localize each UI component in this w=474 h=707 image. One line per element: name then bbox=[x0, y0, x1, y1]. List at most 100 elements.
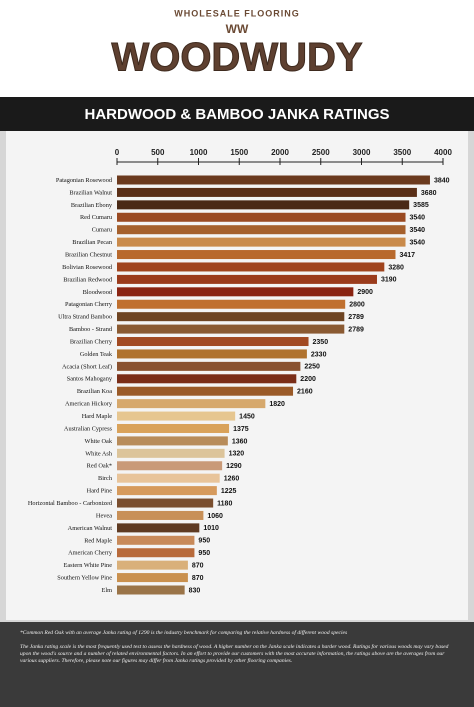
x-tick-label: 4000 bbox=[434, 148, 452, 157]
bar bbox=[117, 312, 345, 322]
bar bbox=[117, 548, 195, 558]
value-label: 3190 bbox=[381, 277, 397, 284]
x-tick-label: 3500 bbox=[393, 148, 411, 157]
bar bbox=[117, 436, 228, 446]
y-tick-label: Horizontal Bamboo - Carbonized bbox=[28, 500, 113, 507]
bar bbox=[117, 262, 385, 272]
bar bbox=[117, 175, 430, 185]
y-tick-label: Brazilian Cherry bbox=[70, 338, 113, 345]
bar bbox=[117, 274, 377, 284]
x-tick-label: 0 bbox=[115, 148, 120, 157]
value-label: 3280 bbox=[388, 264, 404, 271]
value-label: 1450 bbox=[239, 413, 255, 420]
bar bbox=[117, 337, 309, 347]
value-label: 1225 bbox=[221, 488, 237, 495]
value-label: 1260 bbox=[224, 476, 240, 483]
logo-monogram: WW bbox=[226, 22, 249, 36]
value-label: 3540 bbox=[410, 215, 426, 222]
chart-title: HARDWOOD & BAMBOO JANKA RATINGS bbox=[85, 106, 390, 123]
bar bbox=[117, 324, 345, 334]
footer: *Common Red Oak with an average Janka ra… bbox=[0, 622, 474, 707]
bar bbox=[117, 585, 185, 595]
value-label: 830 bbox=[189, 587, 201, 594]
logo-brand: WOODWUDY bbox=[111, 36, 362, 80]
y-tick-label: American Walnut bbox=[68, 525, 113, 532]
value-label: 1360 bbox=[232, 438, 248, 445]
value-label: 2250 bbox=[304, 364, 320, 371]
value-label: 3585 bbox=[413, 202, 429, 209]
y-tick-label: Golden Teak bbox=[80, 351, 113, 358]
value-label: 1180 bbox=[217, 500, 232, 507]
bar bbox=[117, 187, 417, 197]
logo-tagline: WHOLESALE FLOORING bbox=[174, 8, 300, 18]
value-label: 870 bbox=[192, 562, 204, 569]
value-label: 3680 bbox=[421, 190, 437, 197]
y-tick-label: Brazilian Walnut bbox=[69, 189, 112, 196]
y-tick-label: Hard Maple bbox=[82, 413, 112, 420]
bar bbox=[117, 361, 301, 371]
y-tick-label: Patagonian Rosewood bbox=[56, 177, 113, 184]
bar bbox=[117, 212, 406, 222]
value-label: 2200 bbox=[300, 376, 316, 383]
y-tick-label: White Oak bbox=[85, 438, 113, 445]
y-tick-label: Santos Mahogany bbox=[67, 376, 113, 383]
value-label: 2789 bbox=[348, 326, 364, 333]
bar bbox=[117, 473, 220, 483]
value-label: 1010 bbox=[203, 525, 219, 532]
bar bbox=[117, 237, 406, 247]
bar bbox=[117, 250, 396, 260]
x-tick-label: 3000 bbox=[353, 148, 371, 157]
bar bbox=[117, 200, 410, 210]
bar bbox=[117, 510, 204, 520]
value-label: 2160 bbox=[297, 389, 313, 396]
y-tick-label: Brazilian Ebony bbox=[71, 202, 113, 209]
value-label: 1375 bbox=[233, 426, 249, 433]
y-tick-label: Red Cumaru bbox=[80, 214, 113, 221]
y-tick-label: Hard Pine bbox=[87, 488, 113, 495]
y-tick-label: Bloodwood bbox=[83, 289, 113, 296]
y-tick-label: Red Maple bbox=[84, 537, 112, 544]
bar bbox=[117, 486, 217, 496]
y-tick-label: American Cherry bbox=[68, 550, 113, 557]
bar bbox=[117, 349, 307, 359]
y-tick-label: Cumaru bbox=[92, 227, 113, 234]
bar bbox=[117, 535, 195, 545]
value-label: 950 bbox=[198, 538, 210, 545]
chart: WHOLESALE FLOORING WW WOODWUDY HARDWOOD … bbox=[0, 0, 474, 620]
footnote: The Janka rating scale is the most frequ… bbox=[20, 644, 449, 664]
y-tick-label: Bolivian Rosewood bbox=[62, 264, 113, 271]
bar bbox=[117, 448, 225, 458]
bar bbox=[117, 225, 406, 235]
y-tick-label: Elm bbox=[102, 587, 113, 594]
y-tick-label: Brazilian Koa bbox=[77, 388, 112, 395]
y-tick-label: Brazilian Chestnut bbox=[65, 251, 112, 258]
x-tick-label: 1500 bbox=[230, 148, 248, 157]
value-label: 3540 bbox=[410, 239, 426, 246]
y-tick-label: American Hickory bbox=[65, 401, 113, 408]
y-tick-label: Patagonian Cherry bbox=[65, 301, 113, 308]
value-label: 2900 bbox=[357, 289, 373, 296]
bar bbox=[117, 423, 230, 433]
value-label: 1290 bbox=[226, 463, 242, 470]
value-label: 1320 bbox=[229, 451, 245, 458]
value-label: 1060 bbox=[207, 513, 223, 520]
bar bbox=[117, 299, 346, 309]
header-bg bbox=[0, 0, 474, 97]
x-tick-label: 2500 bbox=[312, 148, 330, 157]
y-tick-label: Red Oak* bbox=[87, 463, 112, 470]
value-label: 2330 bbox=[311, 351, 327, 358]
x-tick-label: 2000 bbox=[271, 148, 289, 157]
footnote: *Common Red Oak with an average Janka ra… bbox=[20, 630, 348, 636]
bar bbox=[117, 411, 236, 421]
bar bbox=[117, 287, 354, 297]
bar bbox=[117, 399, 266, 409]
value-label: 3540 bbox=[410, 227, 426, 234]
y-tick-label: Acacia (Short Leaf) bbox=[62, 363, 112, 370]
value-label: 2789 bbox=[348, 314, 364, 321]
bar bbox=[117, 523, 200, 533]
bar bbox=[117, 573, 188, 583]
y-tick-label: Australian Cypress bbox=[64, 425, 113, 432]
y-tick-label: Brazilian Redwood bbox=[63, 276, 113, 283]
bar bbox=[117, 560, 188, 570]
